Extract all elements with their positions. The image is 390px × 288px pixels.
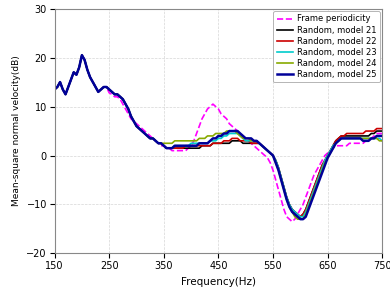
Random, model 24 [52, 88, 57, 91]
Random, model 24 [194, 139, 199, 143]
Random, model 22 [194, 144, 199, 147]
Random, model 25 [88, 75, 92, 79]
Random, model 21 [80, 54, 84, 57]
Random, model 21 [298, 215, 303, 218]
Y-axis label: Mean-square normal velocity(dB): Mean-square normal velocity(dB) [12, 56, 21, 206]
Random, model 21 [380, 129, 385, 133]
Random, model 22 [52, 88, 57, 91]
Line: Random, model 24: Random, model 24 [55, 55, 382, 219]
Frame periodicity [88, 75, 92, 79]
Random, model 24 [88, 75, 92, 79]
Random, model 22 [298, 215, 303, 218]
Frame periodicity [194, 132, 199, 135]
Random, model 25 [131, 120, 136, 123]
Line: Frame periodicity: Frame periodicity [55, 55, 382, 222]
Frame periodicity [260, 151, 264, 155]
Random, model 25 [194, 144, 199, 147]
Random, model 24 [260, 144, 264, 147]
Random, model 25 [363, 139, 368, 143]
Random, model 22 [88, 75, 92, 79]
Random, model 25 [298, 217, 303, 221]
Random, model 21 [276, 166, 281, 169]
Random, model 23 [276, 166, 281, 169]
Random, model 22 [260, 144, 264, 147]
Random, model 24 [276, 168, 281, 172]
Frame periodicity [131, 120, 136, 123]
Random, model 21 [52, 88, 57, 91]
Random, model 23 [260, 144, 264, 147]
Random, model 23 [380, 139, 385, 143]
Random, model 25 [52, 88, 57, 91]
Random, model 25 [80, 54, 84, 57]
Random, model 22 [380, 127, 385, 130]
Random, model 22 [363, 129, 368, 133]
Line: Random, model 23: Random, model 23 [55, 55, 382, 217]
Random, model 23 [298, 215, 303, 218]
Legend: Frame periodicity, Random, model 21, Random, model 22, Random, model 23, Random,: Frame periodicity, Random, model 21, Ran… [273, 11, 380, 82]
Line: Random, model 22: Random, model 22 [55, 55, 382, 217]
X-axis label: Frequency(Hz): Frequency(Hz) [181, 277, 256, 287]
Random, model 21 [260, 144, 264, 147]
Random, model 24 [131, 120, 136, 123]
Random, model 24 [295, 217, 300, 221]
Frame periodicity [363, 139, 368, 143]
Random, model 23 [194, 141, 199, 145]
Frame periodicity [52, 88, 57, 91]
Random, model 23 [363, 137, 368, 140]
Random, model 21 [131, 120, 136, 123]
Random, model 24 [80, 54, 84, 57]
Frame periodicity [380, 132, 385, 135]
Frame periodicity [80, 54, 84, 57]
Random, model 21 [194, 146, 199, 150]
Random, model 25 [380, 134, 385, 138]
Line: Random, model 21: Random, model 21 [55, 55, 382, 217]
Random, model 22 [80, 54, 84, 57]
Random, model 23 [131, 120, 136, 123]
Random, model 22 [276, 166, 281, 169]
Random, model 23 [52, 88, 57, 91]
Random, model 21 [88, 75, 92, 79]
Random, model 24 [363, 137, 368, 140]
Random, model 23 [88, 75, 92, 79]
Frame periodicity [290, 220, 294, 223]
Random, model 25 [276, 168, 281, 172]
Line: Random, model 25: Random, model 25 [55, 55, 382, 219]
Frame periodicity [276, 188, 281, 192]
Random, model 23 [80, 54, 84, 57]
Random, model 25 [260, 144, 264, 147]
Random, model 22 [131, 120, 136, 123]
Random, model 24 [380, 139, 385, 143]
Random, model 21 [363, 134, 368, 138]
